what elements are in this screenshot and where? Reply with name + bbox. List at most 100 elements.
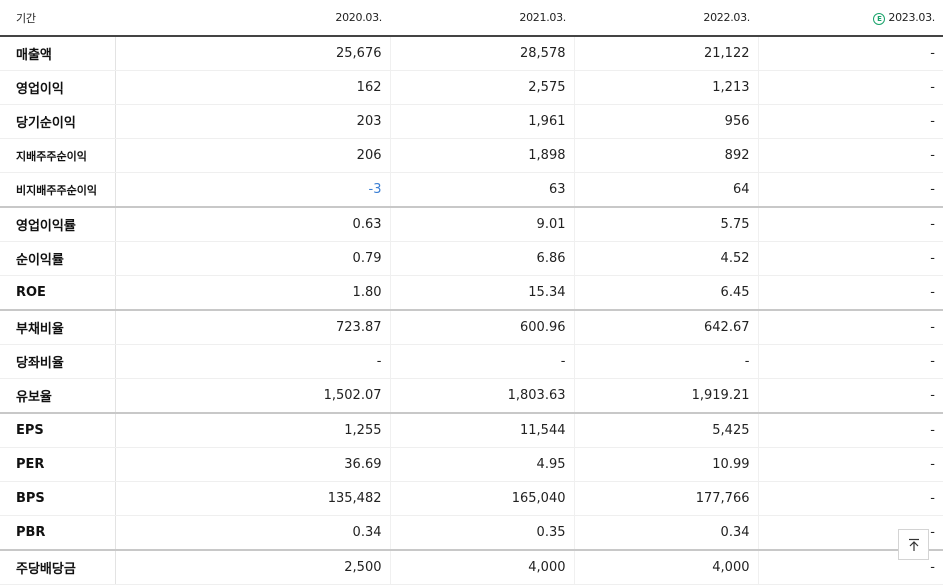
period-header-label: 기간: [0, 0, 115, 37]
value-cell: 5,425: [573, 412, 758, 448]
row-label: 매출액: [0, 36, 116, 71]
table-row: 순이익률 0.79 6.86 4.52-: [0, 241, 943, 276]
value-cell: -: [114, 344, 390, 379]
value-cell: 0.34: [114, 515, 390, 551]
value-cell: 4.52: [573, 241, 758, 276]
value-cell: 723.87: [114, 309, 390, 345]
arrow-up-to-top-icon: [908, 538, 919, 551]
period-header-estimate-label: 2023.03.: [888, 10, 935, 24]
value-cell: 2,500: [114, 549, 390, 585]
row-label: 당기순이익: [0, 104, 116, 139]
value-cell: -: [757, 206, 943, 242]
value-cell: 0.63: [114, 206, 390, 242]
value-cell: 1,961: [389, 104, 574, 139]
estimate-badge-icon: E: [873, 12, 886, 25]
value-cell: 1,898: [389, 138, 574, 173]
value-cell: -: [757, 447, 943, 482]
row-label: 주당배당금: [0, 549, 116, 585]
value-cell: 15.34: [389, 275, 574, 311]
value-cell: 203: [114, 104, 390, 139]
table-row: 유보율 1,502.07 1,803.63 1,919.21-: [0, 378, 943, 414]
value-cell: -: [757, 172, 943, 208]
value-cell: 1,255: [114, 412, 390, 448]
value-cell: 642.67: [573, 309, 758, 345]
value-cell: -: [757, 412, 943, 448]
value-cell: 600.96: [389, 309, 574, 345]
table-row: 당좌비율 - - - -: [0, 344, 943, 379]
table-body: 매출액 25,676 28,578 21,122- 영업이익 162 2,575 1,213-…: [0, 36, 943, 585]
value-cell: -: [389, 344, 574, 379]
scroll-to-top-button[interactable]: [898, 529, 929, 560]
value-cell: 28,578: [389, 36, 574, 71]
table-row: 매출액 25,676 28,578 21,122-: [0, 36, 943, 71]
value-cell: -: [757, 104, 943, 139]
value-cell: -: [757, 70, 943, 105]
value-cell: 0.34: [573, 515, 758, 551]
value-cell: -: [757, 309, 943, 345]
value-cell: 4,000: [573, 549, 758, 585]
value-cell: 4,000: [389, 549, 574, 585]
table-header-row: 기간 2020.03. 2021.03. 2022.03. E 2023.03.: [0, 0, 943, 37]
row-label: 영업이익률: [0, 206, 116, 242]
value-cell: 162: [114, 70, 390, 105]
value-cell: 6.45: [573, 275, 758, 311]
value-cell: -: [757, 138, 943, 173]
value-cell: -: [757, 36, 943, 71]
period-header-estimate: E 2023.03.: [758, 0, 943, 37]
value-cell: 1,803.63: [389, 378, 574, 414]
row-label: PBR: [0, 515, 116, 551]
value-cell: 956: [573, 104, 758, 139]
table-row: EPS 1,255 11,544 5,425-: [0, 412, 943, 448]
table-row: 부채비율 723.87 600.96 642.67-: [0, 309, 943, 345]
value-cell: 9.01: [389, 206, 574, 242]
row-label: 비지배주주순이익: [0, 172, 116, 208]
table-row: PER 36.69 4.95 10.99-: [0, 447, 943, 482]
row-label: 부채비율: [0, 309, 116, 345]
value-cell: -: [757, 481, 943, 516]
value-cell: 6.86: [389, 241, 574, 276]
row-label: PER: [0, 447, 116, 482]
value-cell: 25,676: [114, 36, 390, 71]
value-cell: 177,766: [573, 481, 758, 516]
value-cell: 0.79: [114, 241, 390, 276]
value-cell: 21,122: [573, 36, 758, 71]
row-label: 당좌비율: [0, 344, 116, 379]
table-row: ROE 1.80 15.34 6.45-: [0, 275, 943, 311]
value-cell: 5.75: [573, 206, 758, 242]
value-cell: 1,919.21: [573, 378, 758, 414]
value-cell: -: [757, 378, 943, 414]
row-label: 영업이익: [0, 70, 116, 105]
row-label: 순이익률: [0, 241, 116, 276]
value-cell: 2,575: [389, 70, 574, 105]
table-row: 당기순이익 203 1,961 956-: [0, 104, 943, 139]
value-cell: 206: [114, 138, 390, 173]
value-cell: 36.69: [114, 447, 390, 482]
row-label: 지배주주순이익: [0, 138, 116, 173]
value-cell: 1.80: [114, 275, 390, 311]
table-row: PBR 0.34 0.35 0.34-: [0, 515, 943, 551]
table-row: 비지배주주순이익 -3 63 64-: [0, 172, 943, 208]
table-row: BPS 135,482 165,040 177,766-: [0, 481, 943, 516]
value-cell: -: [757, 241, 943, 276]
value-cell: -: [757, 344, 943, 379]
row-label: 유보율: [0, 378, 116, 414]
value-cell: 0.35: [389, 515, 574, 551]
value-cell: 1,213: [573, 70, 758, 105]
value-cell: 892: [573, 138, 758, 173]
value-cell: 63: [389, 172, 574, 208]
row-label: EPS: [0, 412, 116, 448]
period-header: 2021.03.: [390, 0, 574, 37]
value-cell: 1,502.07: [114, 378, 390, 414]
value-cell: -: [573, 344, 758, 379]
value-cell: -: [757, 275, 943, 311]
row-label: BPS: [0, 481, 116, 516]
row-label: ROE: [0, 275, 116, 311]
period-header: 2022.03.: [574, 0, 758, 37]
value-cell: 135,482: [114, 481, 390, 516]
period-header: 2020.03.: [115, 0, 390, 37]
table-row: 영업이익 162 2,575 1,213-: [0, 70, 943, 105]
table-row: 주당배당금 2,500 4,000 4,000-: [0, 549, 943, 585]
value-cell: 64: [573, 172, 758, 208]
value-cell: 10.99: [573, 447, 758, 482]
